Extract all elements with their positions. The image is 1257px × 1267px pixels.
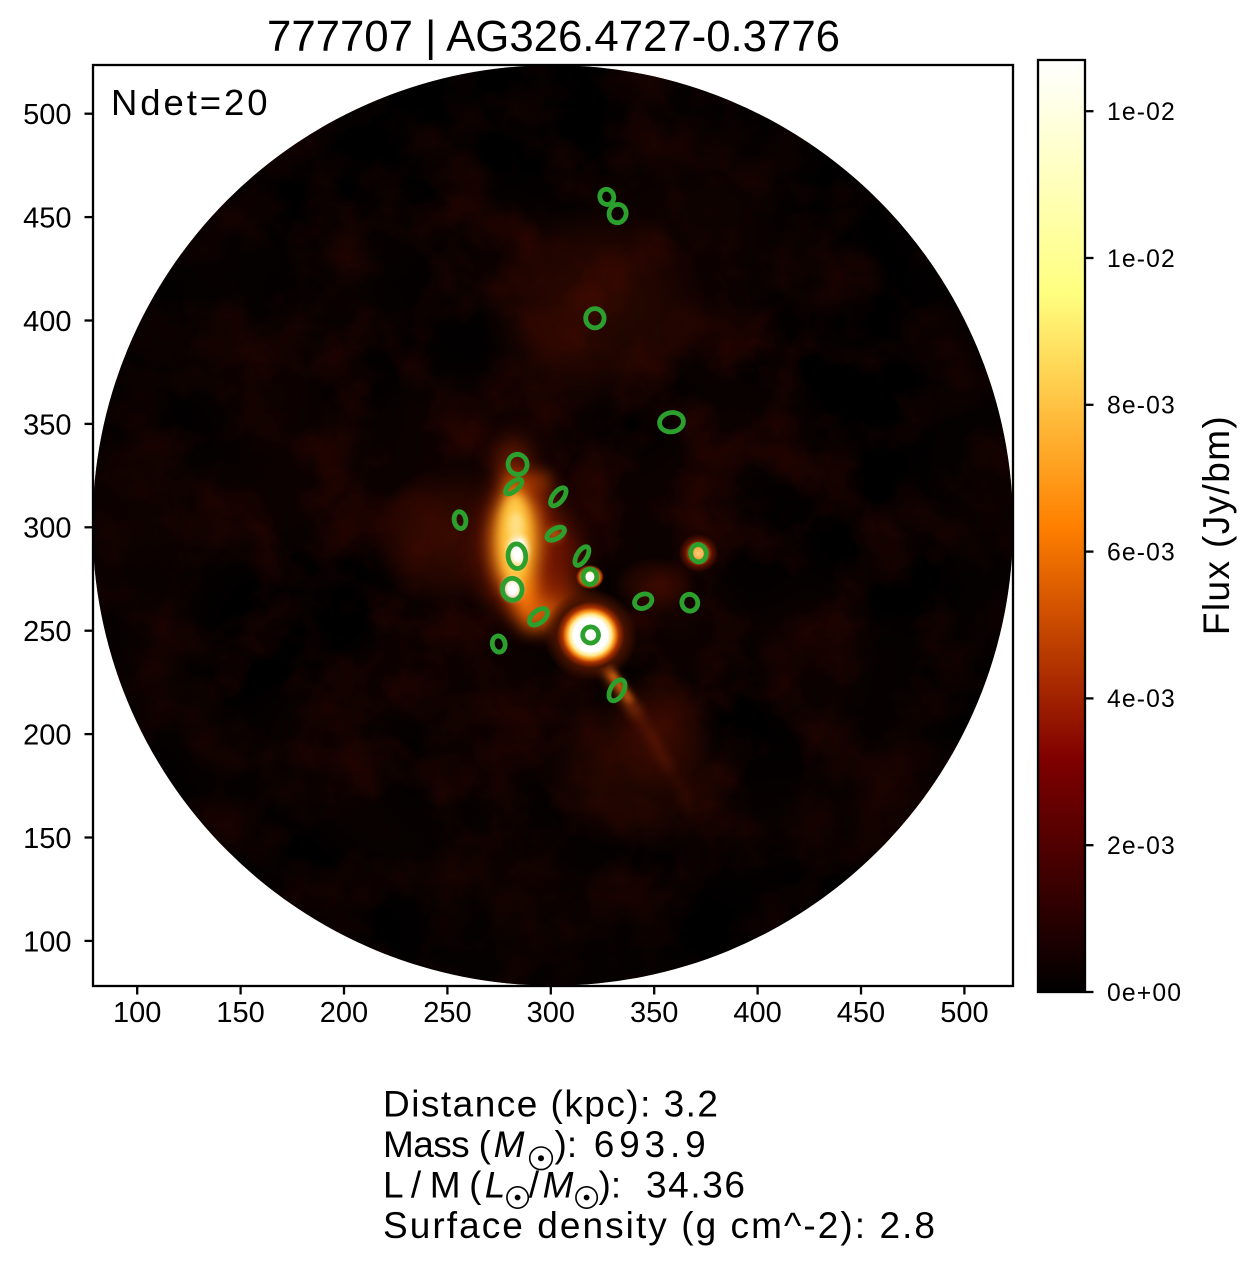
svg-text:2e-03: 2e-03 bbox=[1107, 833, 1176, 860]
svg-text:1e-02: 1e-02 bbox=[1107, 99, 1176, 126]
svg-text:400: 400 bbox=[23, 306, 71, 338]
svg-text:500: 500 bbox=[940, 997, 988, 1029]
svg-text:L / M (: L / M ( bbox=[383, 1165, 482, 1206]
svg-text:150: 150 bbox=[23, 823, 71, 855]
svg-text:Flux (Jy/bm): Flux (Jy/bm) bbox=[1196, 415, 1237, 635]
svg-text:Surface density (g cm^-2): 2.8: Surface density (g cm^-2): 2.8 bbox=[383, 1205, 935, 1246]
svg-text:34.36: 34.36 bbox=[646, 1165, 745, 1206]
svg-text:250: 250 bbox=[423, 997, 471, 1029]
svg-text:4e-03: 4e-03 bbox=[1107, 686, 1176, 713]
svg-text:200: 200 bbox=[320, 997, 368, 1029]
svg-text:M: M bbox=[543, 1165, 574, 1206]
svg-text:100: 100 bbox=[23, 926, 71, 958]
svg-text:450: 450 bbox=[837, 997, 885, 1029]
svg-text:):: ): bbox=[555, 1124, 578, 1165]
svg-text:Mass (: Mass ( bbox=[383, 1124, 492, 1165]
svg-text:6e-03: 6e-03 bbox=[1107, 539, 1176, 566]
svg-text:0e+00: 0e+00 bbox=[1107, 980, 1182, 1007]
svg-text:):: ): bbox=[599, 1165, 622, 1206]
svg-text:777707 | AG326.4727-0.3776: 777707 | AG326.4727-0.3776 bbox=[267, 12, 840, 61]
svg-text:M: M bbox=[494, 1124, 525, 1165]
svg-text:Ndet=20: Ndet=20 bbox=[111, 82, 268, 123]
svg-text:450: 450 bbox=[23, 203, 71, 235]
svg-text:350: 350 bbox=[23, 409, 71, 441]
svg-text:8e-03: 8e-03 bbox=[1107, 393, 1176, 420]
svg-text:500: 500 bbox=[23, 99, 71, 131]
svg-text:200: 200 bbox=[23, 720, 71, 752]
svg-text:1e-02: 1e-02 bbox=[1107, 246, 1176, 273]
svg-text:400: 400 bbox=[733, 997, 781, 1029]
svg-text:/: / bbox=[529, 1165, 540, 1206]
svg-text:250: 250 bbox=[23, 616, 71, 648]
svg-text:300: 300 bbox=[23, 513, 71, 545]
svg-text:150: 150 bbox=[216, 997, 264, 1029]
svg-text:300: 300 bbox=[527, 997, 575, 1029]
svg-text:100: 100 bbox=[113, 997, 161, 1029]
svg-text:693.9: 693.9 bbox=[594, 1124, 706, 1165]
svg-text:350: 350 bbox=[630, 997, 678, 1029]
svg-text:L: L bbox=[485, 1165, 506, 1206]
svg-text:Distance (kpc): 3.2: Distance (kpc): 3.2 bbox=[383, 1084, 718, 1125]
